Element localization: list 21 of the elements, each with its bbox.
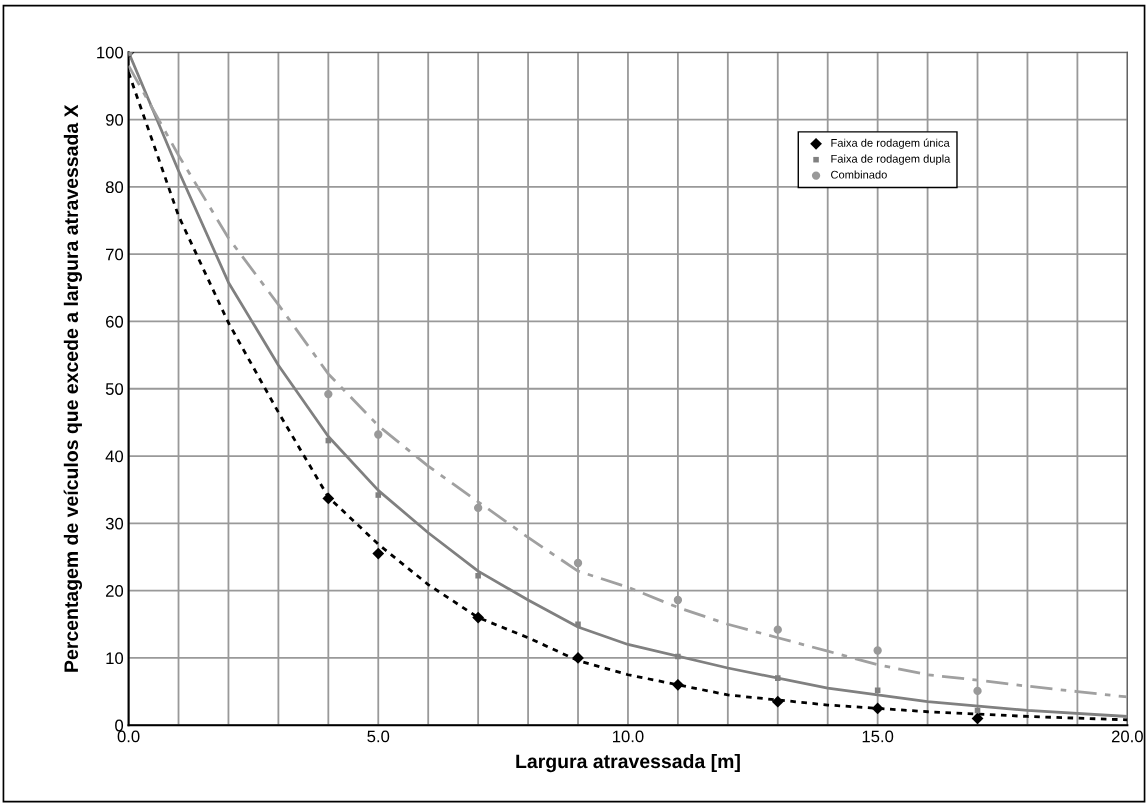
y-tick-label: 0 (115, 719, 124, 732)
y-tick-label: 100 (97, 46, 124, 59)
x-tick-label: 15.0 (862, 730, 894, 743)
y-tick-label: 10 (106, 652, 124, 665)
legend-label: Faixa de rodagem dupla (831, 154, 951, 165)
y-tick-label: 70 (106, 248, 124, 261)
legend-label: Faixa de rodagem única (831, 138, 950, 149)
y-tick-label: 60 (106, 315, 124, 328)
y-tick-label: 20 (106, 585, 124, 597)
y-tick-label: 40 (105, 450, 124, 463)
y-tick-label: 80 (105, 181, 124, 194)
x-tick-label: 20.0 (1111, 730, 1143, 743)
x-tick-label: 10.0 (613, 730, 644, 743)
x-tick-label: 5.0 (367, 730, 390, 743)
y-tick-label: 50 (105, 383, 124, 395)
legend-label: Combinado (831, 170, 887, 179)
x-tick-label: 0.0 (117, 730, 140, 743)
x-axis-title: Largura atravessada [m] (516, 753, 740, 773)
y-axis-title: Percentagem de veículos que excede a largura atravessada X (63, 104, 83, 672)
y-tick-label: 90 (105, 113, 124, 126)
y-tick-label: 30 (105, 517, 124, 530)
